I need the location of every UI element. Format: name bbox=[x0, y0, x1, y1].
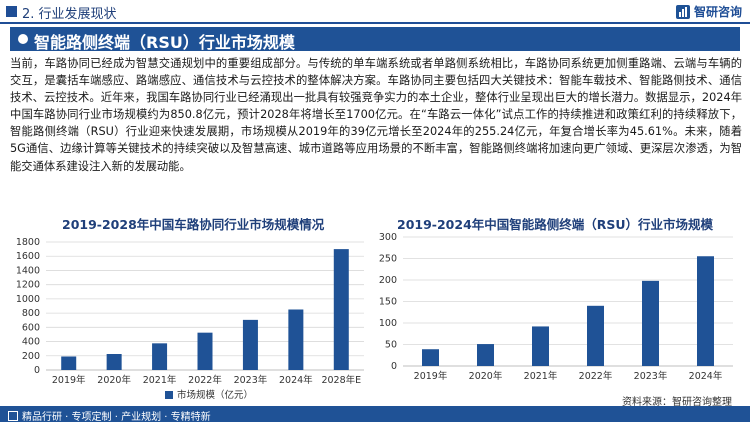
c2-ytick-label: 200 bbox=[379, 275, 397, 286]
c2-xtick-label: 2020年 bbox=[469, 370, 503, 382]
c1-xtick-label: 2024年 bbox=[279, 374, 313, 386]
body-paragraph: 当前，车路协同已经成为智慧交通规划中的重要组成部分。与传统的单车端系统或者单路侧… bbox=[10, 57, 742, 173]
logo-text: 智研咨询 bbox=[693, 5, 742, 19]
footer-bar: 精品行研 · 专项定制 · 产业规划 · 专精特新 bbox=[0, 406, 750, 422]
document-icon bbox=[8, 410, 18, 421]
c1-ytick-label: 1800 bbox=[16, 237, 40, 248]
chart1-svg: 0 200 400 600 800 1000 1200 1400 1600 1800 2019年 20… bbox=[16, 237, 364, 401]
c1-bar bbox=[106, 354, 122, 370]
c2-bar bbox=[697, 256, 714, 366]
chart1-title: 2019-2028年中国车路协同行业市场规模情况 bbox=[62, 217, 325, 232]
c1-legend-label: 市场规模（亿元） bbox=[177, 389, 253, 401]
c1-bar bbox=[152, 343, 168, 370]
c1-ytick-label: 1200 bbox=[16, 280, 40, 291]
section-label: 2. 行业发展现状 bbox=[22, 7, 117, 22]
c1-ytick-label: 1400 bbox=[16, 265, 40, 276]
c2-ytick-label: 250 bbox=[379, 254, 397, 265]
c1-ytick-label: 200 bbox=[22, 351, 40, 362]
section-marker-icon bbox=[6, 6, 17, 17]
logo-icon bbox=[675, 4, 690, 19]
chart2-svg: 0 50 100 150 200 250 300 2019年 2020年 2021年 2022年 20… bbox=[379, 232, 733, 382]
c1-bar bbox=[197, 332, 213, 370]
brand-logo: 智研咨询 bbox=[675, 3, 742, 20]
c2-xtick-label: 2024年 bbox=[689, 370, 723, 382]
c2-ytick-label: 300 bbox=[379, 232, 397, 243]
c1-xtick-label: 2023年 bbox=[234, 374, 268, 386]
c2-bar bbox=[587, 305, 604, 366]
c1-ytick-label: 1000 bbox=[16, 294, 40, 305]
c1-ytick-label: 0 bbox=[34, 365, 40, 376]
c2-xtick-label: 2023年 bbox=[634, 370, 668, 382]
page-title-bar: 智能路侧终端（RSU）行业市场规模 bbox=[10, 27, 740, 52]
c2-xtick-label: 2019年 bbox=[414, 370, 448, 382]
c2-xtick-label: 2022年 bbox=[579, 370, 613, 382]
top-bar: 2. 行业发展现状 智研咨询 bbox=[0, 0, 750, 24]
c1-ytick-label: 600 bbox=[22, 322, 40, 333]
c2-bar bbox=[532, 326, 549, 366]
c1-bar bbox=[61, 356, 77, 370]
footer-item: 精品行研 · 专项定制 · 产业规划 · 专精特新 bbox=[8, 408, 211, 422]
c1-bar bbox=[242, 319, 258, 370]
bullet-icon bbox=[18, 34, 28, 44]
c2-bar bbox=[477, 344, 494, 366]
c1-ytick-label: 400 bbox=[22, 337, 40, 348]
c2-xtick-label: 2021年 bbox=[524, 370, 558, 382]
c1-xtick-label: 2020年 bbox=[97, 374, 131, 386]
c1-bar bbox=[333, 249, 349, 370]
c2-ytick-label: 50 bbox=[385, 340, 397, 351]
source-note: 资料来源：智研咨询整理 bbox=[622, 397, 732, 408]
c1-ytick-label: 1600 bbox=[16, 251, 40, 262]
c1-ytick-label: 800 bbox=[22, 308, 40, 319]
page-title: 智能路侧终端（RSU）行业市场规模 bbox=[34, 33, 295, 52]
c2-ytick-label: 100 bbox=[379, 318, 397, 329]
c1-xtick-label: 2019年 bbox=[52, 374, 86, 386]
c1-xtick-label: 2028年E bbox=[321, 374, 361, 386]
c2-ytick-label: 150 bbox=[379, 297, 397, 308]
c1-xtick-label: 2021年 bbox=[143, 374, 177, 386]
c1-xtick-label: 2022年 bbox=[188, 374, 222, 386]
header-divider bbox=[0, 22, 750, 24]
c2-ytick-label: 0 bbox=[391, 361, 397, 372]
footer-text: 精品行研 · 专项定制 · 产业规划 · 专精特新 bbox=[22, 412, 211, 422]
c1-bar bbox=[288, 309, 304, 370]
c2-bar bbox=[642, 280, 659, 366]
c1-legend-swatch bbox=[165, 391, 173, 399]
chart2-title: 2019-2024年中国智能路侧终端（RSU）行业市场规模 bbox=[397, 217, 714, 232]
c2-bar bbox=[422, 349, 439, 366]
